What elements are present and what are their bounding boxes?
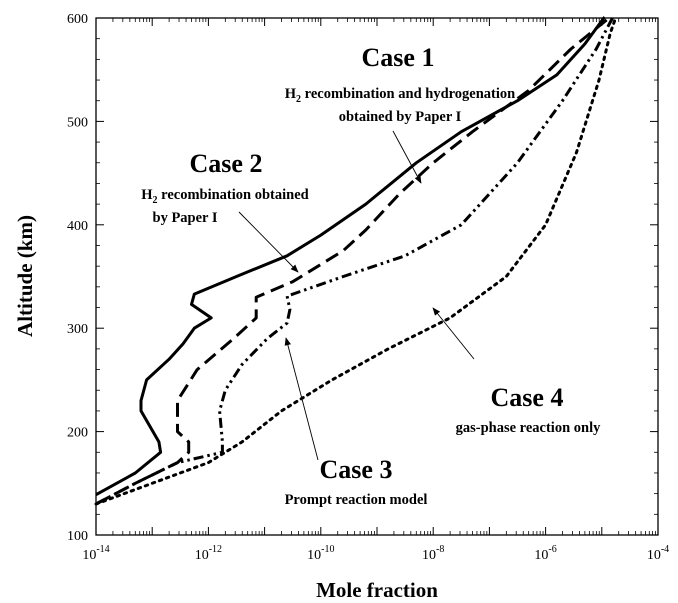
arrow-case3 [284,337,319,461]
x-tick-label: 10-12 [195,544,222,563]
x-tick-label: 10-10 [307,544,334,563]
annotation-text-case4: gas-phase reaction only [456,420,601,436]
y-axis-title: Altitude (km) [13,215,37,337]
arrow-case2 [238,211,299,273]
annotation-text-case2: by Paper I [153,210,218,226]
y-tick-label: 500 [67,115,88,130]
annotation-text-case3: Prompt reaction model [285,492,428,508]
x-tick-label: 10-8 [422,544,444,563]
annotation-title-case4: Case 4 [491,383,564,412]
y-tick-label: 200 [67,426,88,441]
y-tick-label: 400 [67,219,88,234]
annotation-text-case1: obtained by Paper I [339,109,462,125]
x-tick-label: 10-14 [82,544,109,563]
annotation-title-case3: Case 3 [320,455,393,484]
series-line-case1 [95,16,606,497]
annotation-title-case2: Case 2 [190,149,263,178]
x-axis-title: Mole fraction [316,578,438,602]
arrow-case4 [432,307,475,360]
annotation-arrows [238,130,475,461]
arrow-case1 [392,130,422,184]
series-line-case4 [94,15,618,506]
annotation-text-case1: H2 recombination and hydrogenation [285,86,515,105]
annotation-text: Case 1 H2 recombination and hydrogenation… [141,43,601,508]
series-layer [94,15,618,506]
axis-ticks: 100 200 300 400 500 600 10-14 10-12 10-10 10-8 10-… [67,12,669,563]
annotation-text-case2: H2 recombination obtained [141,187,308,206]
x-tick-label: 10-6 [534,544,556,563]
y-tick-label: 600 [67,12,88,27]
y-tick-label: 300 [67,322,88,337]
annotation-title-case1: Case 1 [362,43,435,72]
series-line-case2 [95,15,612,506]
x-tick-label: 10-4 [647,544,669,563]
y-tick-label: 100 [67,529,88,544]
